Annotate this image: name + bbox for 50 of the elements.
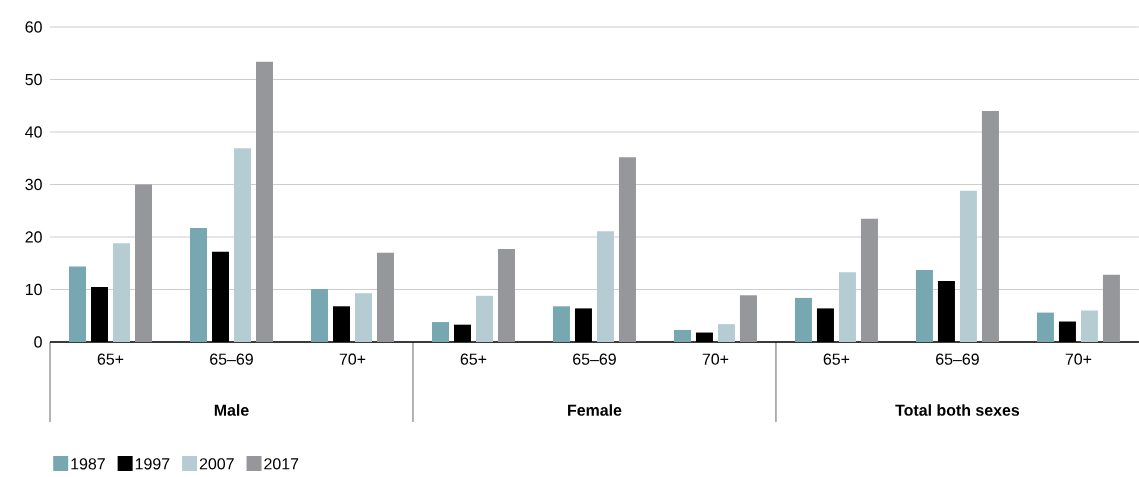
text: Total both sexes bbox=[895, 404, 1020, 416]
y-tick-label: 30 bbox=[25, 178, 42, 191]
bar bbox=[189, 228, 207, 342]
bar bbox=[255, 61, 273, 342]
x-tick-label: 70+ bbox=[339, 353, 366, 365]
bar bbox=[113, 243, 130, 342]
y-tick-label: 50 bbox=[25, 73, 42, 86]
bar bbox=[717, 324, 735, 342]
x-tick-label: 70+ bbox=[1065, 353, 1092, 365]
legend-label: 2007 bbox=[199, 458, 234, 470]
x-tick-label: 65–69 bbox=[936, 353, 979, 365]
legend-label: 2017 bbox=[264, 458, 299, 470]
y-tick-label: 40 bbox=[25, 126, 42, 138]
x-tick-label: 70+ bbox=[702, 353, 729, 365]
bar bbox=[552, 306, 570, 342]
bar bbox=[431, 322, 449, 342]
bar bbox=[475, 295, 493, 342]
bar bbox=[673, 329, 691, 342]
bar bbox=[135, 184, 152, 342]
y-tick-label: 20 bbox=[25, 231, 42, 243]
x-tick-label: 65+ bbox=[823, 353, 850, 365]
bar bbox=[860, 218, 878, 342]
x-tick-label: 65–69 bbox=[573, 353, 616, 365]
bar bbox=[1036, 312, 1054, 342]
x-tick-label: 65+ bbox=[460, 353, 487, 365]
bar bbox=[354, 293, 372, 342]
bar bbox=[915, 270, 933, 342]
y-tick-label: 10 bbox=[25, 283, 42, 296]
bar bbox=[838, 272, 856, 342]
legend-label: 1997 bbox=[135, 458, 170, 470]
x-tick-label: 65–69 bbox=[210, 353, 253, 365]
y-tick-label: 0 bbox=[34, 336, 42, 348]
legend-label: 1987 bbox=[71, 458, 105, 470]
text: Male bbox=[214, 404, 249, 416]
bar bbox=[69, 266, 86, 342]
bar bbox=[596, 231, 614, 342]
bar bbox=[310, 288, 328, 342]
bar bbox=[233, 148, 251, 342]
y-tick-label: 60 bbox=[25, 21, 42, 33]
bar bbox=[376, 252, 394, 342]
bar bbox=[618, 157, 636, 342]
bar bbox=[1102, 274, 1120, 342]
bar bbox=[959, 190, 977, 342]
text: Female bbox=[568, 404, 622, 416]
bar bbox=[1080, 310, 1098, 342]
bar bbox=[794, 297, 812, 342]
bar bbox=[739, 295, 757, 342]
bar bbox=[497, 249, 515, 342]
x-tick-label: 65+ bbox=[97, 353, 124, 365]
bar bbox=[981, 111, 999, 342]
